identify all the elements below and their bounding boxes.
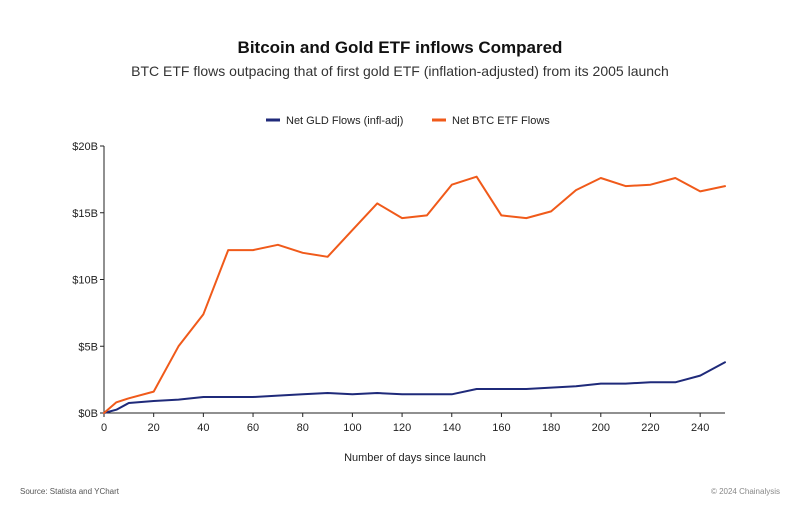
x-tick-label: 40: [197, 422, 209, 434]
copyright-note: © 2024 Chainalysis: [710, 487, 780, 496]
legend-label: Net BTC ETF Flows: [452, 115, 550, 127]
y-tick-label: $5B: [78, 341, 98, 353]
x-tick-label: 160: [492, 422, 510, 434]
y-axis: $0B $5B $10B $15B $20B: [72, 141, 105, 420]
legend-label: Net GLD Flows (infl-adj): [286, 115, 403, 127]
series-layer: [103, 175, 726, 414]
x-axis: 0 20 40 60 80 100 120 140 160 180 200 220 240: [101, 412, 725, 434]
x-tick-label: 140: [443, 422, 461, 434]
y-tick-label: $15B: [72, 208, 98, 220]
chart-title: Bitcoin and Gold ETF inflows Compared: [237, 38, 563, 57]
source-note: Source: Statista and YChart: [20, 487, 120, 496]
x-tick-label: 80: [297, 422, 309, 434]
x-tick-label: 60: [247, 422, 259, 434]
y-tick-label: $10B: [72, 275, 98, 287]
x-tick-label: 0: [101, 422, 107, 434]
x-tick-label: 240: [691, 422, 709, 434]
x-tick-label: 20: [148, 422, 160, 434]
legend-item-btc: Net BTC ETF Flows: [432, 115, 550, 127]
legend-item-gld: Net GLD Flows (infl-adj): [266, 115, 403, 127]
x-tick-label: 180: [542, 422, 560, 434]
x-tick-label: 120: [393, 422, 411, 434]
chart-legend: Net GLD Flows (infl-adj) Net BTC ETF Flow…: [266, 115, 550, 127]
y-tick-label: $0B: [78, 408, 98, 420]
x-axis-label: Number of days since launch: [344, 452, 486, 464]
y-tick-label: $20B: [72, 141, 98, 153]
x-tick-label: 100: [343, 422, 361, 434]
series-line-btc: [103, 175, 726, 414]
x-tick-label: 200: [592, 422, 610, 434]
x-tick-label: 220: [641, 422, 659, 434]
chart-subtitle: BTC ETF flows outpacing that of first go…: [131, 63, 669, 79]
series-line-gld: [103, 361, 726, 414]
